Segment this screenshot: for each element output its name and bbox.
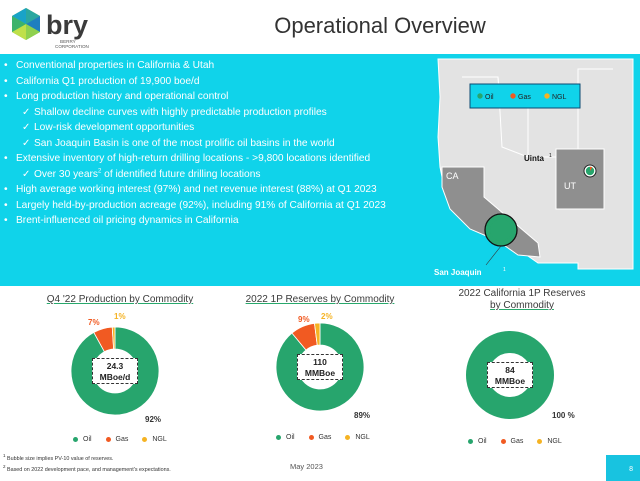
- svg-text:CA: CA: [446, 171, 459, 181]
- page-title: Operational Overview: [274, 13, 486, 38]
- checkmark-icon: ✓: [22, 106, 31, 118]
- bullet-marker: •: [4, 184, 8, 195]
- checkmark-icon: ✓: [22, 137, 31, 149]
- chart2-oil-label: 89%: [354, 411, 371, 420]
- footer-date: May 2023: [290, 462, 323, 471]
- chart2-legend: Oil Gas NGL: [276, 434, 382, 441]
- svg-text:Uinta: Uinta: [524, 154, 545, 163]
- donut-slice-oil: [466, 331, 554, 419]
- svg-text:Oil: Oil: [485, 94, 494, 101]
- footnote-1: 1 Bubble size implies PV-10 value of res…: [3, 453, 114, 462]
- bullet-marker: •: [4, 215, 8, 226]
- oil-dot: [276, 434, 281, 440]
- bullet-marker: •: [4, 91, 8, 102]
- donut-slice-ngl: [314, 322, 321, 346]
- oil-legend-dot: [477, 93, 483, 99]
- gas-dot: [105, 436, 111, 442]
- svg-text:Gas: Gas: [518, 94, 531, 101]
- berry-logo: bry BERRY CORPORATION: [12, 8, 89, 49]
- footnotes: 1 Bubble size implies PV-10 value of res…: [3, 452, 171, 474]
- bullet-marker: •: [4, 60, 8, 71]
- chart3-donut: [466, 331, 554, 419]
- bullet-item: • Brent-influenced oil pricing dynamics i…: [4, 213, 424, 229]
- header: bry BERRY CORPORATION Operational Overvi…: [0, 0, 640, 54]
- checkmark-icon: ✓: [22, 122, 31, 133]
- chart2-donut: [275, 322, 365, 412]
- chart1-donut: [70, 326, 160, 416]
- bullet-item: • Largely held-by-production acreage (92%…: [4, 198, 424, 214]
- svg-text:bry: bry: [46, 10, 88, 40]
- svg-text:UT: UT: [564, 181, 576, 191]
- chart3-title: 2022 California 1P Reserves by Commodity: [458, 288, 586, 311]
- svg-text:1: 1: [549, 153, 552, 159]
- gas-legend-dot: [510, 93, 516, 99]
- bullet-item: • California Q1 production of 19,900 boe/…: [4, 74, 424, 90]
- chart1-legend: Oil Gas NGL: [73, 436, 179, 443]
- bullet-list: • Conventional properties in California &…: [4, 58, 424, 229]
- bullet-item: • Long production history and operational…: [4, 89, 424, 105]
- bullet-marker: •: [4, 199, 8, 211]
- chart3-oil-label: 100 %: [552, 411, 575, 420]
- checkmark-icon: ✓: [22, 168, 31, 180]
- sub-bullet-item: ✓ Shallow decline curves with highly pred…: [4, 105, 424, 121]
- bullet-item: • High average working interest (97%) and…: [4, 182, 424, 198]
- ngl-legend-dot: [544, 93, 550, 99]
- svg-text:BERRY: BERRY: [60, 39, 76, 44]
- chart2-ngl-label: 2%: [321, 312, 333, 321]
- gas-dot: [500, 438, 506, 444]
- chart3-legend: Oil Gas NGL: [468, 438, 574, 445]
- chart3-center-value: 84 MMBoe: [487, 362, 533, 388]
- bullet-marker: •: [4, 153, 8, 164]
- ngl-dot: [537, 438, 543, 444]
- chart1-oil-label: 92%: [145, 415, 162, 424]
- chart2-center-value: 110 MMBoe: [297, 354, 343, 380]
- bullet-marker: •: [4, 75, 8, 87]
- svg-text:NGL: NGL: [552, 94, 567, 101]
- svg-text:San Joaquin: San Joaquin: [434, 268, 482, 277]
- svg-text:CORPORATION: CORPORATION: [55, 44, 89, 49]
- oil-dot: [468, 438, 473, 444]
- sub-bullet-item: ✓ Low-risk development opportunities: [4, 120, 424, 136]
- chart1-center-value: 24.3 MBoe/d: [92, 358, 138, 384]
- chart1-gas-label: 7%: [88, 318, 100, 327]
- page-number: 8: [606, 455, 640, 481]
- sub-bullet-item: ✓ Over 30 years2 of identified future dri…: [4, 167, 424, 183]
- svg-text:1: 1: [503, 267, 506, 273]
- chart2-gas-label: 9%: [298, 315, 310, 324]
- chart1-title: Q4 '22 Production by Commodity: [46, 294, 194, 305]
- western-us-map: Oil Gas NGL CA UT Uinta 1 San Joaquin 1: [428, 57, 636, 283]
- oil-dot: [73, 436, 78, 442]
- sub-bullet-item: ✓ San Joaquin Basin is one of the most pr…: [4, 136, 424, 152]
- chart1-ngl-label: 1%: [114, 312, 126, 321]
- map-legend: [469, 83, 581, 109]
- donut-slice-ngl: [111, 326, 116, 350]
- bullet-item: • Extensive inventory of high-return dril…: [4, 151, 424, 167]
- ngl-dot: [142, 436, 148, 442]
- ngl-dot: [345, 434, 351, 440]
- chart2-title: 2022 1P Reserves by Commodity: [245, 294, 395, 305]
- gas-dot: [308, 434, 314, 440]
- bullet-item: • Conventional properties in California &…: [4, 58, 424, 74]
- footnote-2: 2 Based on 2022 development pace, and ma…: [3, 463, 171, 473]
